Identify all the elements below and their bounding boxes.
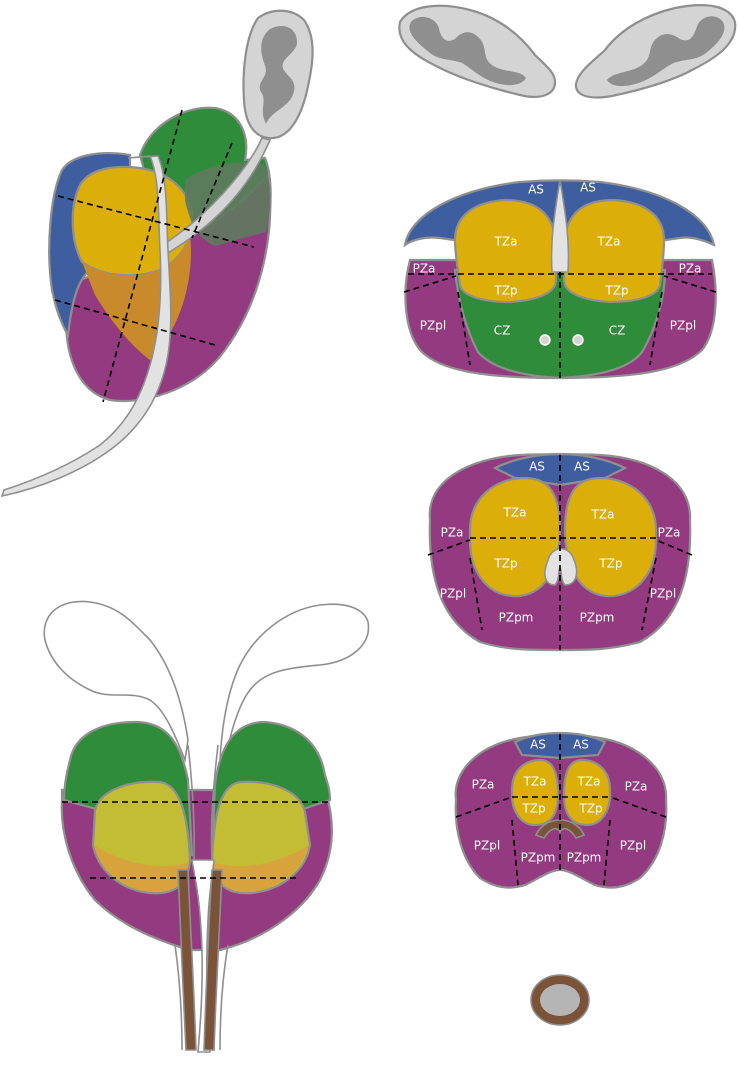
- apex-dash-right-lower: [603, 819, 611, 886]
- apex-transition-zone-left: [510, 758, 560, 827]
- mid-dash-left: [427, 539, 471, 556]
- base-dash-left-upper: [403, 275, 457, 293]
- sagittal-dash-line-3: [102, 109, 183, 403]
- sagittal-view: [0, 9, 314, 498]
- mid-dash-right: [655, 539, 693, 556]
- mid-label-pza-left: PZa: [441, 526, 464, 540]
- mid-label-tza-right: TZa: [591, 508, 615, 522]
- apex-label-pzpm-left: PZpm: [521, 851, 556, 865]
- apex-label-tza-right: TZa: [577, 775, 601, 789]
- base-ejaculatory-duct-right: [572, 334, 584, 346]
- base-transition-zone-right: [562, 198, 666, 304]
- base-label-as-right: AS: [580, 181, 596, 195]
- apex-label-pza-left: PZa: [472, 778, 495, 792]
- base-dash-right-lower: [649, 291, 663, 366]
- base-transition-zone-left: [453, 198, 558, 304]
- sagittal-dash-line-4: [191, 142, 233, 239]
- mid-label-as-right: AS: [574, 460, 590, 474]
- apex-transition-zone-right: [562, 758, 612, 827]
- base-label-tza-left: TZa: [494, 235, 518, 249]
- coronal-vas-right: [210, 744, 219, 861]
- apex-label-pzpm-right: PZpm: [567, 851, 602, 865]
- apex-label-tzp-right: TZp: [578, 802, 602, 816]
- base-label-tza-right: TZa: [597, 235, 621, 249]
- sagittal-dash-line-1: [57, 195, 255, 248]
- base-label-pzpl-right: PZpl: [670, 319, 696, 333]
- vesicle-left-lumen: [409, 16, 526, 86]
- apex-label-pzpl-right: PZpl: [620, 839, 646, 853]
- mid-label-pzpm-right: PZpm: [580, 611, 615, 625]
- coronal-view: [43, 600, 370, 1053]
- base-label-cz-left: CZ: [494, 324, 511, 338]
- base-label-pza-right: PZa: [679, 262, 702, 276]
- coronal-urethral-wall-left: [174, 944, 183, 1051]
- coronal-urethra: [191, 859, 215, 1053]
- apex-label-as-right: AS: [573, 738, 589, 752]
- base-label-cz-right: CZ: [609, 324, 626, 338]
- coronal-transition-zone-right-lower: [213, 845, 309, 893]
- base-label-tzp-left: TZp: [493, 284, 517, 298]
- mid-label-pza-right: PZa: [658, 526, 681, 540]
- mid-label-pzpm-left: PZpm: [499, 611, 534, 625]
- base-dash-right-upper: [663, 275, 717, 293]
- apex-label-pza-right: PZa: [625, 780, 648, 794]
- apex-label-pzpl-left: PZpl: [474, 839, 500, 853]
- apex-label-tzp-left: TZp: [521, 802, 545, 816]
- base-label-pza-left: PZa: [413, 262, 436, 276]
- base-label-pzpl-left: PZpl: [420, 319, 446, 333]
- coronal-ejaculatory-duct-left: [177, 869, 197, 1051]
- section-base: AS AS TZa TZa PZa PZa TZp TZp PZpl PZpl …: [403, 179, 717, 380]
- base-label-tzp-right: TZp: [604, 284, 628, 298]
- coronal-urethral-wall-right: [219, 944, 229, 1051]
- section-apex: AS AS TZa TZa PZa PZa TZp TZp PZpl PZpl …: [454, 731, 668, 889]
- sagittal-urethra: [0, 155, 172, 498]
- coronal-ejaculatory-duct-right: [203, 869, 223, 1051]
- sagittal-transition-zone: [71, 165, 194, 277]
- mid-label-tzp-left: TZp: [493, 557, 517, 571]
- section-vesicles: [398, 4, 737, 99]
- mid-dash-right-lower: [641, 557, 657, 631]
- mid-label-tza-left: TZa: [503, 506, 527, 520]
- sagittal-dash-line-2: [54, 299, 216, 346]
- mid-transition-zone-right: [563, 476, 658, 598]
- coronal-transition-zone-left-lower: [94, 845, 189, 893]
- apex-label-tza-left: TZa: [523, 775, 547, 789]
- vesicle-right-lumen: [606, 16, 725, 87]
- coronal-vas-left: [187, 744, 195, 861]
- apex-dash-left-lower: [511, 819, 519, 886]
- mid-label-as-left: AS: [529, 460, 545, 474]
- mid-label-pzpl-left: PZpl: [440, 587, 466, 601]
- coronal-seminal-vesicle-left: [43, 600, 189, 764]
- urethra-lumen: [540, 984, 580, 1016]
- mid-label-pzpl-right: PZpl: [650, 587, 676, 601]
- mid-label-tzp-right: TZp: [598, 557, 622, 571]
- mid-dash-left-lower: [469, 557, 483, 631]
- base-ejaculatory-duct-left: [539, 334, 551, 346]
- section-mid: AS AS TZa TZa PZa PZa TZp TZp PZpl PZpl …: [427, 452, 693, 652]
- sagittal-seminal-vesicle-lumen: [259, 26, 297, 124]
- apex-label-as-left: AS: [530, 738, 546, 752]
- base-dash-left-lower: [457, 291, 471, 366]
- section-urethra: [530, 974, 590, 1026]
- base-label-as-left: AS: [528, 183, 544, 197]
